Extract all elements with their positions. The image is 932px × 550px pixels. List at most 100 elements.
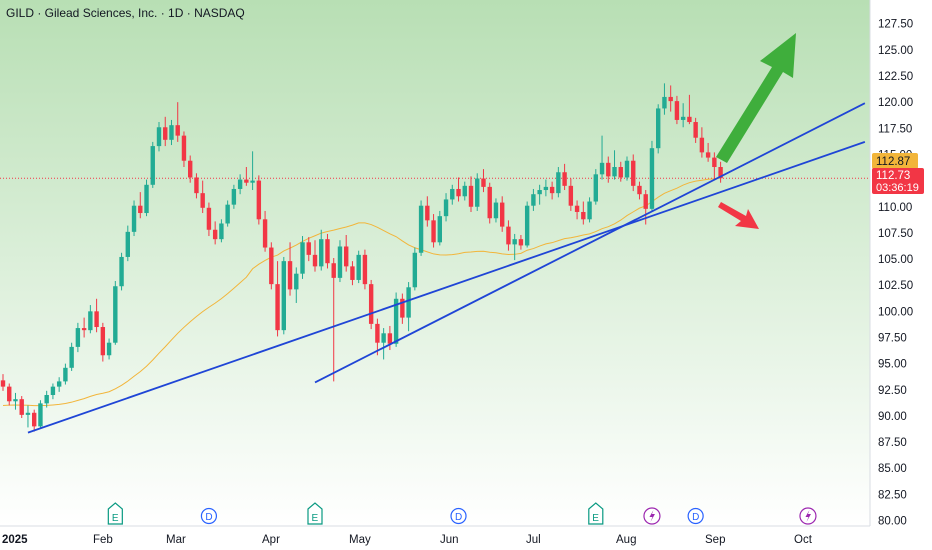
svg-text:D: D (455, 512, 462, 523)
candle (219, 219, 224, 243)
candle (81, 317, 87, 338)
candle-body (269, 247, 274, 285)
candle-body (531, 194, 536, 206)
candle (687, 94, 692, 125)
candle (618, 161, 623, 182)
candle-body (206, 207, 212, 230)
candle-body (19, 399, 24, 415)
candle (50, 383, 56, 400)
dividend-icon[interactable]: D (200, 507, 218, 525)
candle (506, 220, 511, 251)
candle-body (518, 239, 524, 246)
candle-body (662, 96, 667, 109)
candle (344, 234, 349, 272)
candle (587, 197, 592, 223)
arrow-up-icon[interactable] (716, 33, 796, 163)
candle (549, 181, 555, 200)
candle (537, 184, 542, 205)
moving-average-layer (2, 177, 721, 407)
time-axis[interactable]: 2025 Feb Mar Apr May Jun Jul Aug Sep Oct (2, 534, 813, 546)
candle-body (718, 167, 723, 179)
candle-body (300, 242, 305, 274)
split-icon[interactable] (643, 507, 661, 525)
candle-body (75, 328, 81, 347)
candle-body (612, 167, 617, 177)
candle (19, 396, 24, 419)
candle-body (119, 256, 124, 287)
candle-body (450, 188, 455, 200)
candle-body (418, 205, 424, 253)
earnings-icon[interactable]: E (107, 502, 123, 525)
candle (156, 122, 162, 152)
candle-body (406, 287, 411, 318)
candle-body (138, 205, 143, 214)
trendlines-layer[interactable] (27, 102, 866, 434)
candle-body (106, 342, 112, 356)
arrow-down-icon[interactable] (718, 202, 759, 229)
chart-background (0, 0, 870, 526)
svg-text:D: D (692, 512, 699, 523)
candle (306, 237, 311, 262)
earnings-icon[interactable]: E (588, 502, 604, 525)
candle-body (537, 190, 542, 195)
candle (637, 181, 642, 200)
candle (699, 127, 705, 158)
candle-body (50, 386, 56, 395)
candle-body (7, 386, 12, 402)
candle (574, 200, 580, 220)
trendline[interactable] (314, 102, 866, 384)
candle (500, 196, 505, 232)
candle (100, 322, 106, 362)
candle (649, 140, 655, 212)
candle (237, 174, 243, 195)
candle (7, 383, 12, 406)
candle-body (493, 202, 499, 219)
time-tick-label: Oct (794, 534, 813, 546)
candle-body (350, 266, 355, 280)
split-icon[interactable] (799, 507, 817, 525)
candles-layer (0, 83, 723, 432)
price-tick-label: 120.00 (878, 97, 913, 109)
candle (475, 173, 480, 211)
candle (69, 342, 74, 371)
price-tick-label: 125.00 (878, 45, 913, 57)
time-tick-label: May (349, 534, 371, 546)
candle-body (56, 381, 62, 387)
candle-body (400, 298, 405, 318)
candle-body (225, 204, 230, 224)
candle (368, 279, 374, 330)
candle (106, 338, 112, 360)
dividend-icon[interactable]: D (450, 507, 467, 525)
candle-body (262, 219, 268, 248)
price-axis-background (870, 0, 932, 550)
candle (693, 117, 698, 143)
candle (418, 200, 424, 256)
svg-text:E: E (592, 513, 599, 524)
arrows-layer[interactable] (716, 33, 796, 229)
candle (712, 152, 717, 180)
candle (113, 281, 118, 345)
trendline[interactable] (27, 141, 866, 434)
candle-body (649, 148, 655, 209)
dividend-icon[interactable]: D (687, 507, 704, 525)
candle (631, 154, 636, 192)
candle (256, 175, 262, 225)
candle-body (381, 333, 386, 343)
candle (94, 298, 99, 333)
candle-body (94, 311, 99, 328)
price-label-upper: 112.87 (872, 153, 918, 169)
candle-body (256, 180, 262, 220)
earnings-icon[interactable]: E (307, 502, 323, 525)
candle (381, 328, 386, 360)
candle (656, 104, 661, 154)
candle-body (275, 284, 280, 331)
candle (412, 247, 418, 291)
candle (674, 95, 680, 125)
candle-body (368, 284, 374, 324)
candle-body (32, 412, 37, 427)
price-tick-label: 87.50 (878, 437, 907, 449)
candle-body (181, 135, 187, 161)
candle-body (113, 286, 118, 343)
